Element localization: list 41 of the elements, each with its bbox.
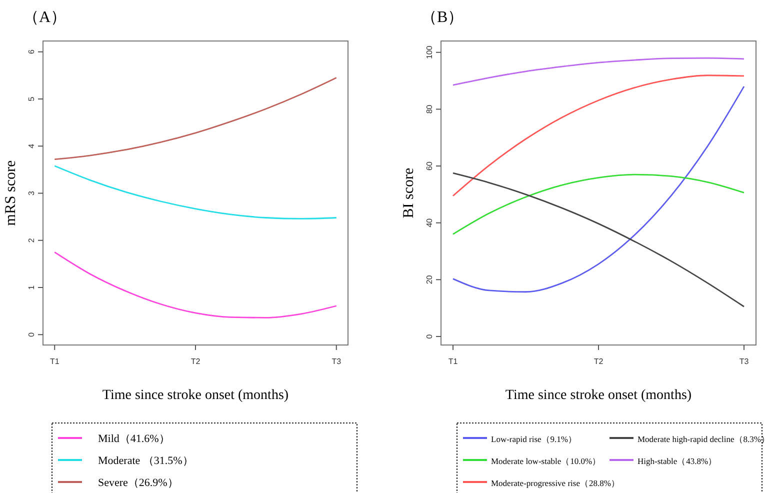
line-series (54, 251, 338, 318)
legend-label: Moderate high-rapid decline（8.3%） (638, 434, 767, 444)
legend-label: Moderate-progressive rise（28.8%） (491, 478, 620, 488)
x-tick-label: T2 (594, 357, 604, 366)
y-tick-label: 0 (425, 334, 434, 339)
y-axis-title: BI score (401, 167, 417, 218)
y-tick-label: 20 (425, 274, 434, 284)
x-tick-label: T1 (448, 357, 458, 366)
line-series (452, 174, 745, 235)
x-tick-label: T2 (190, 357, 201, 366)
y-axis-title: mRS score (3, 160, 19, 226)
chart-title: （A） (23, 9, 67, 26)
chart-title: （B） (421, 9, 464, 26)
line-series (452, 74, 745, 197)
line-series (452, 57, 745, 86)
x-tick-label: T1 (50, 357, 60, 366)
y-tick-label: 100 (425, 45, 434, 60)
y-tick-label: 1 (27, 284, 36, 290)
x-tick-label: T3 (739, 357, 750, 366)
y-tick-label: 2 (27, 238, 36, 243)
legend-label: Low-rapid rise（9.1%） (491, 434, 577, 444)
legend-label: Mild（41.6%） (98, 433, 170, 445)
x-tick-label: T3 (332, 357, 342, 366)
y-tick-label: 60 (425, 161, 434, 170)
legend-label: High-stable（43.8%） (638, 456, 718, 466)
y-tick-label: 6 (27, 49, 36, 54)
line-series (452, 86, 745, 293)
legend-label: Moderate low-stable（10.0%） (491, 456, 602, 466)
legend-label: Moderate （31.5%） (98, 455, 194, 467)
legend-label: Severe（26.9%） (98, 477, 178, 489)
y-tick-label: 40 (425, 218, 434, 228)
line-series (452, 172, 745, 308)
y-tick-label: 80 (425, 104, 434, 114)
line-series (54, 77, 338, 160)
x-axis-title: Time since stroke onset (months) (505, 388, 692, 403)
line-series (54, 165, 338, 220)
x-axis-title: Time since stroke onset (months) (102, 388, 289, 403)
y-tick-label: 5 (27, 96, 36, 102)
y-tick-label: 4 (27, 143, 36, 148)
y-tick-label: 0 (27, 332, 36, 337)
y-tick-label: 3 (27, 190, 36, 196)
